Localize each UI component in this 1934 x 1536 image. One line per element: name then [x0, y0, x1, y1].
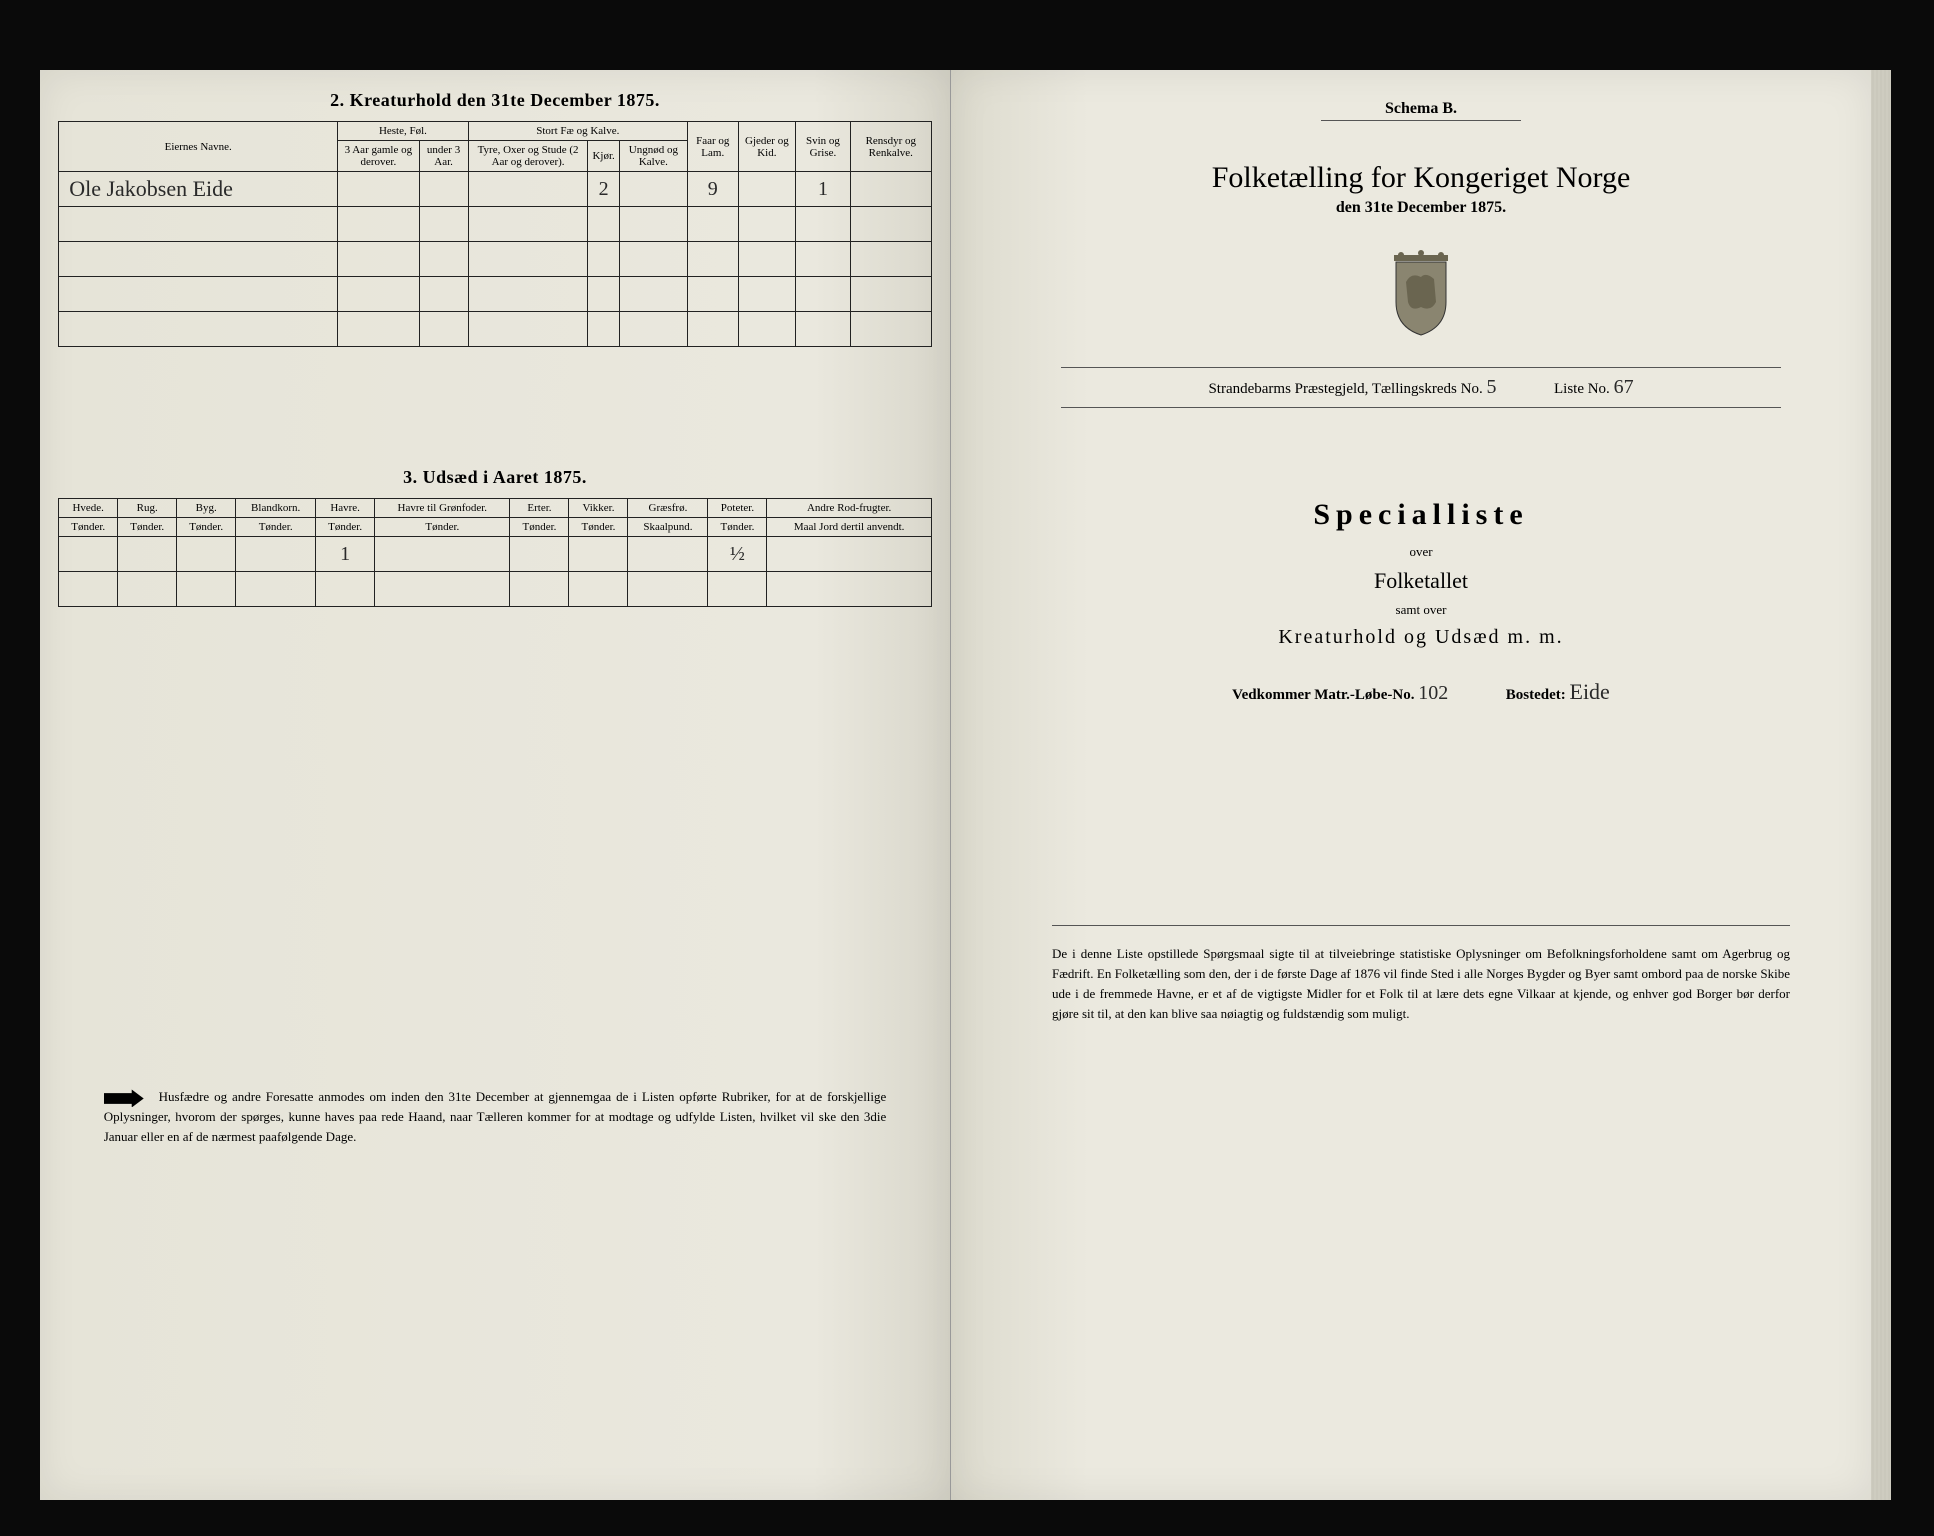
- specialliste-title: Specialliste: [971, 498, 1871, 532]
- unit: Tønder.: [236, 518, 316, 537]
- unit: Tønder.: [59, 518, 118, 537]
- th-stort-a: Tyre, Oxer og Stude (2 Aar og derover).: [468, 141, 588, 172]
- samt-label: samt over: [971, 602, 1871, 618]
- th-heste-b: under 3 Aar.: [419, 141, 468, 172]
- page-stack-edge: [1871, 70, 1891, 1500]
- table-row: [59, 572, 932, 607]
- table-row: [59, 242, 932, 277]
- open-book: 2. Kreaturhold den 31te December 1875. E…: [40, 70, 1890, 1500]
- unit: Tønder.: [118, 518, 177, 537]
- udsaed-table: Hvede. Rug. Byg. Blandkorn. Havre. Havre…: [58, 498, 932, 607]
- kreatur-line: Kreaturhold og Udsæd m. m.: [971, 626, 1871, 649]
- bostedet-label: Bostedet:: [1506, 687, 1566, 703]
- folketallet: Folketallet: [971, 568, 1871, 594]
- unit: Tønder.: [569, 518, 628, 537]
- th-rug: Rug.: [118, 499, 177, 518]
- district-line: Strandebarms Præstegjeld, Tællingskreds …: [1061, 367, 1781, 408]
- vedkommer-line: Vedkommer Matr.-Løbe-No. 102 Bostedet: E…: [971, 679, 1871, 705]
- liste-label: Liste No.: [1554, 381, 1610, 397]
- bostedet-value: Eide: [1570, 679, 1610, 704]
- th-hvede: Hvede.: [59, 499, 118, 518]
- main-title: Folketælling for Kongeriget Norge: [971, 161, 1871, 195]
- th-vikker: Vikker.: [569, 499, 628, 518]
- th-rensdyr: Rensdyr og Renkalve.: [850, 122, 931, 172]
- vedkommer-label: Vedkommer Matr.-Løbe-No.: [1232, 687, 1414, 703]
- left-page: 2. Kreaturhold den 31te December 1875. E…: [40, 70, 951, 1500]
- table-row: 1 ½: [59, 537, 932, 572]
- th-havre-gron: Havre til Grønfoder.: [375, 499, 510, 518]
- right-page: Schema B. Folketælling for Kongeriget No…: [951, 70, 1871, 1500]
- cell-poteter: ½: [708, 537, 767, 572]
- unit: Tønder.: [177, 518, 236, 537]
- cell-faar: 9: [687, 172, 738, 207]
- left-footnote: Husfædre og andre Foresatte anmodes om i…: [104, 1087, 887, 1146]
- th-poteter: Poteter.: [708, 499, 767, 518]
- th-heste-a: 3 Aar gamle og derover.: [338, 141, 419, 172]
- th-grasfro: Græsfrø.: [628, 499, 708, 518]
- th-andre: Andre Rod-frugter.: [767, 499, 931, 518]
- district-no: 5: [1486, 376, 1496, 398]
- over-label: over: [971, 544, 1871, 560]
- section2-title: 2. Kreaturhold den 31te December 1875.: [40, 90, 950, 111]
- unit: Tønder.: [375, 518, 510, 537]
- district-prefix: Strandebarms Præstegjeld, Tællingskreds …: [1208, 381, 1482, 397]
- sub-title: den 31te December 1875.: [971, 199, 1871, 217]
- th-svin: Svin og Grise.: [796, 122, 851, 172]
- cell-kjor: 2: [588, 172, 619, 207]
- unit: Tønder.: [708, 518, 767, 537]
- cell-havre: 1: [316, 537, 375, 572]
- th-stort-group: Stort Fæ og Kalve.: [468, 122, 687, 141]
- liste-no: 67: [1614, 376, 1634, 398]
- th-erter: Erter.: [510, 499, 569, 518]
- right-footnote: De i denne Liste opstillede Spørgsmaal s…: [1052, 925, 1790, 1025]
- th-stort-b: Kjør.: [588, 141, 619, 172]
- th-byg: Byg.: [177, 499, 236, 518]
- kreaturhold-table: Eiernes Navne. Heste, Føl. Stort Fæ og K…: [58, 121, 932, 347]
- th-heste-group: Heste, Føl.: [338, 122, 468, 141]
- th-faar: Faar og Lam.: [687, 122, 738, 172]
- unit: Tønder.: [510, 518, 569, 537]
- th-blandkorn: Blandkorn.: [236, 499, 316, 518]
- schema-label: Schema B.: [1321, 100, 1521, 121]
- th-havre: Havre.: [316, 499, 375, 518]
- th-gjeder: Gjeder og Kid.: [738, 122, 796, 172]
- table-row: [59, 277, 932, 312]
- table-row: [59, 207, 932, 242]
- left-footnote-text: Husfædre og andre Foresatte anmodes om i…: [104, 1089, 887, 1144]
- cell-svin: 1: [796, 172, 851, 207]
- th-owner: Eiernes Navne.: [59, 122, 338, 172]
- table-row: Ole Jakobsen Eide 2 9 1: [59, 172, 932, 207]
- table-row: [59, 312, 932, 347]
- scanner-background: 2. Kreaturhold den 31te December 1875. E…: [0, 0, 1934, 1536]
- unit-skaal: Skaalpund.: [628, 518, 708, 537]
- unit-maal: Maal Jord dertil anvendt.: [767, 518, 931, 537]
- pointing-hand-icon: [104, 1089, 144, 1107]
- th-stort-c: Ungnød og Kalve.: [619, 141, 687, 172]
- matr-no: 102: [1418, 682, 1448, 704]
- cell-owner: Ole Jakobsen Eide: [59, 172, 338, 207]
- unit: Tønder.: [316, 518, 375, 537]
- coat-of-arms-icon: [1386, 247, 1456, 337]
- section3-title: 3. Udsæd i Aaret 1875.: [40, 467, 950, 488]
